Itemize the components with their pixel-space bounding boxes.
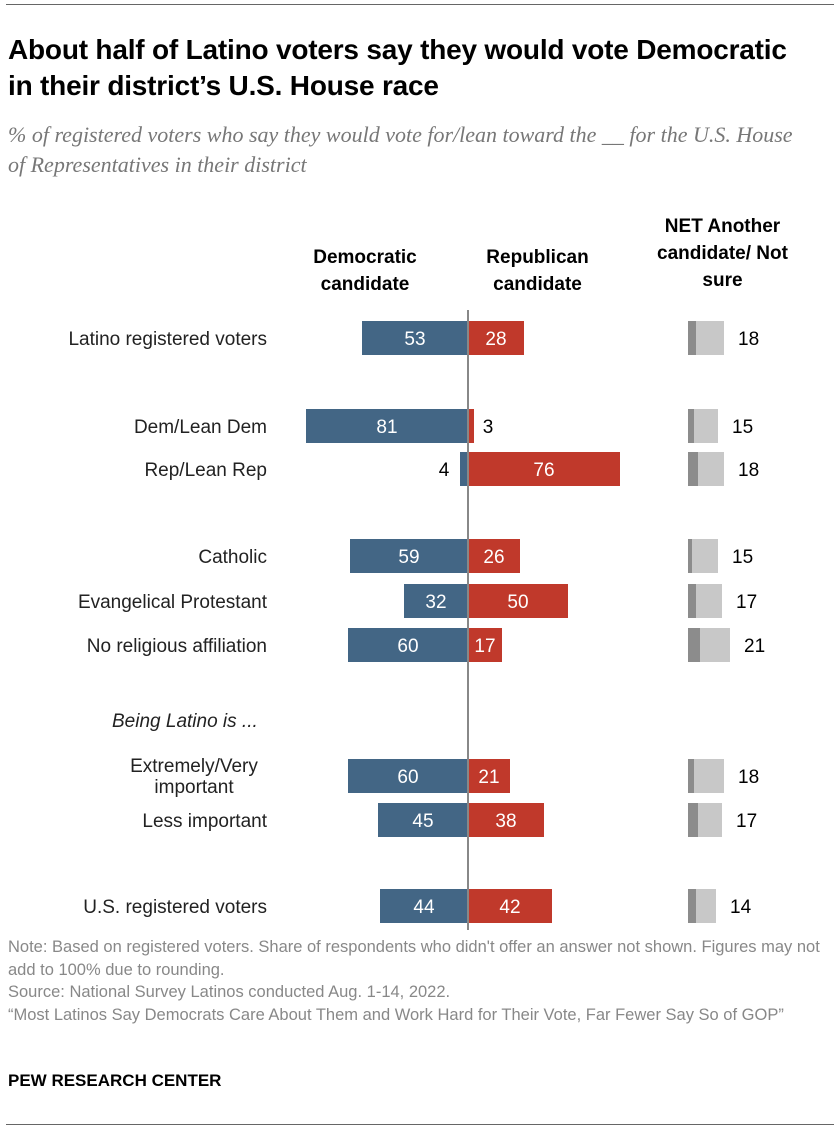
label-rep: 42 — [499, 897, 520, 918]
row-label: Catholic — [198, 547, 267, 568]
label-dem: 60 — [397, 767, 418, 788]
label-net: 18 — [738, 767, 759, 788]
bar-rep — [468, 759, 510, 793]
bottom-rule — [6, 1124, 834, 1125]
bar-not-sure — [700, 628, 730, 662]
label-rep: 50 — [507, 592, 528, 613]
bar-another — [688, 452, 698, 486]
label-dem: 81 — [376, 417, 397, 438]
row-label: Evangelical Protestant — [78, 592, 268, 613]
label-net: 15 — [732, 547, 753, 568]
bar-another — [688, 628, 700, 662]
bar-chart: Latino registered voters 53 28 18 Dem/Lean D… — [68, 310, 765, 930]
row-label: U.S. registered voters — [83, 897, 267, 918]
bar-another — [688, 759, 694, 793]
label-dem: 4 — [439, 460, 450, 481]
label-rep: 17 — [474, 636, 495, 657]
row-label: Latino registered voters — [68, 329, 267, 350]
bar-dem — [378, 803, 468, 837]
top-rule — [6, 4, 834, 5]
brand-logo: PEW RESEARCH CENTER — [8, 1071, 222, 1090]
bar-another — [688, 409, 694, 443]
bar-not-sure — [694, 409, 718, 443]
label-dem: 59 — [398, 547, 419, 568]
bar-not-sure — [696, 321, 724, 355]
bar-rep — [468, 409, 474, 443]
bar-dem — [380, 889, 468, 923]
bar-dem — [460, 452, 468, 486]
label-net: 14 — [730, 897, 752, 918]
bar-rep — [468, 584, 568, 618]
label-dem: 44 — [413, 897, 435, 918]
label-net: 17 — [736, 811, 757, 832]
bar-not-sure — [698, 452, 724, 486]
source-text: Source: National Survey Latinos conducte… — [8, 983, 451, 1001]
label-dem: 32 — [425, 592, 446, 613]
label-net: 15 — [732, 417, 753, 438]
row-label: Less important — [142, 811, 267, 832]
row-label: Dem/Lean Dem — [134, 417, 267, 438]
bar-not-sure — [696, 584, 722, 618]
report-title: “Most Latinos Say Democrats Care About T… — [8, 1005, 784, 1024]
label-net: 18 — [738, 329, 759, 350]
row-label: Rep/Lean Rep — [144, 460, 267, 481]
chart-title: About half of Latino voters say they wou… — [8, 34, 787, 101]
bar-dem — [306, 409, 468, 443]
header-net: NET Another candidate/ Not sure — [657, 216, 788, 291]
bar-dem — [348, 628, 468, 662]
chart-subtitle: % of registered voters who say they woul… — [8, 122, 793, 177]
label-dem: 53 — [404, 329, 425, 350]
label-rep: 3 — [483, 417, 494, 438]
bar-dem — [348, 759, 468, 793]
bar-another — [688, 889, 696, 923]
label-rep: 76 — [533, 460, 554, 481]
header-rep: Republican candidate — [486, 247, 589, 295]
bar-rep — [468, 628, 502, 662]
bar-not-sure — [692, 539, 718, 573]
note-text: Note: Based on registered voters. Share … — [8, 938, 820, 979]
notes: Note: Based on registered voters. Share … — [8, 936, 828, 1026]
label-rep: 28 — [485, 329, 506, 350]
row-label: No religious affiliation — [87, 636, 267, 657]
label-net: 18 — [738, 460, 759, 481]
bar-rep — [468, 452, 620, 486]
label-net: 21 — [744, 636, 765, 657]
bar-another — [688, 803, 698, 837]
header-dem: Democratic candidate — [313, 247, 417, 295]
group-label: Being Latino is ... — [112, 711, 258, 732]
bar-dem — [362, 321, 468, 355]
bar-another — [688, 539, 692, 573]
bar-another — [688, 584, 696, 618]
label-rep: 26 — [483, 547, 504, 568]
bar-rep — [468, 539, 520, 573]
label-dem: 60 — [397, 636, 418, 657]
row-label: Extremely/Very important — [130, 756, 258, 798]
bar-dem — [350, 539, 468, 573]
bar-rep — [468, 889, 552, 923]
label-rep: 38 — [495, 811, 516, 832]
bar-another — [688, 321, 696, 355]
bar-rep — [468, 321, 524, 355]
bar-rep — [468, 803, 544, 837]
label-rep: 21 — [478, 767, 499, 788]
bar-not-sure — [696, 889, 716, 923]
bar-not-sure — [694, 759, 724, 793]
label-dem: 45 — [412, 811, 433, 832]
bar-not-sure — [698, 803, 722, 837]
bar-dem — [404, 584, 468, 618]
label-net: 17 — [736, 592, 757, 613]
